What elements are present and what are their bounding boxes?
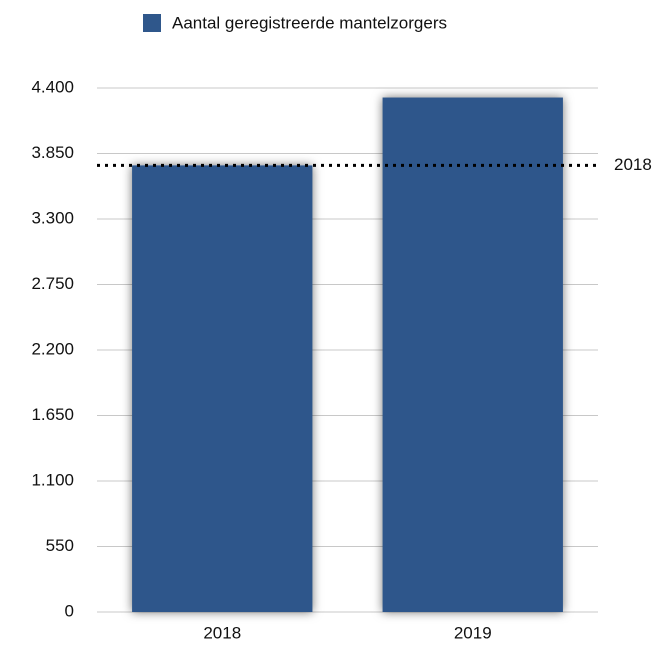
y-tick-label: 4.400	[31, 77, 74, 96]
bar	[132, 165, 313, 612]
y-tick-label: 1.650	[31, 405, 74, 424]
y-tick-label: 0	[65, 601, 74, 620]
reference-label: 2018	[614, 155, 652, 174]
y-tick-label: 550	[46, 536, 74, 555]
y-tick-label: 3.300	[31, 208, 74, 227]
y-tick-label: 1.100	[31, 470, 74, 489]
y-tick-label: 3.850	[31, 143, 74, 162]
x-tick-label: 2018	[203, 623, 241, 642]
bar	[382, 97, 563, 612]
legend-label: Aantal geregistreerde mantelzorgers	[172, 13, 447, 32]
x-tick-label: 2019	[454, 623, 492, 642]
y-tick-label: 2.750	[31, 274, 74, 293]
legend-swatch	[143, 14, 161, 32]
y-tick-label: 2.200	[31, 339, 74, 358]
